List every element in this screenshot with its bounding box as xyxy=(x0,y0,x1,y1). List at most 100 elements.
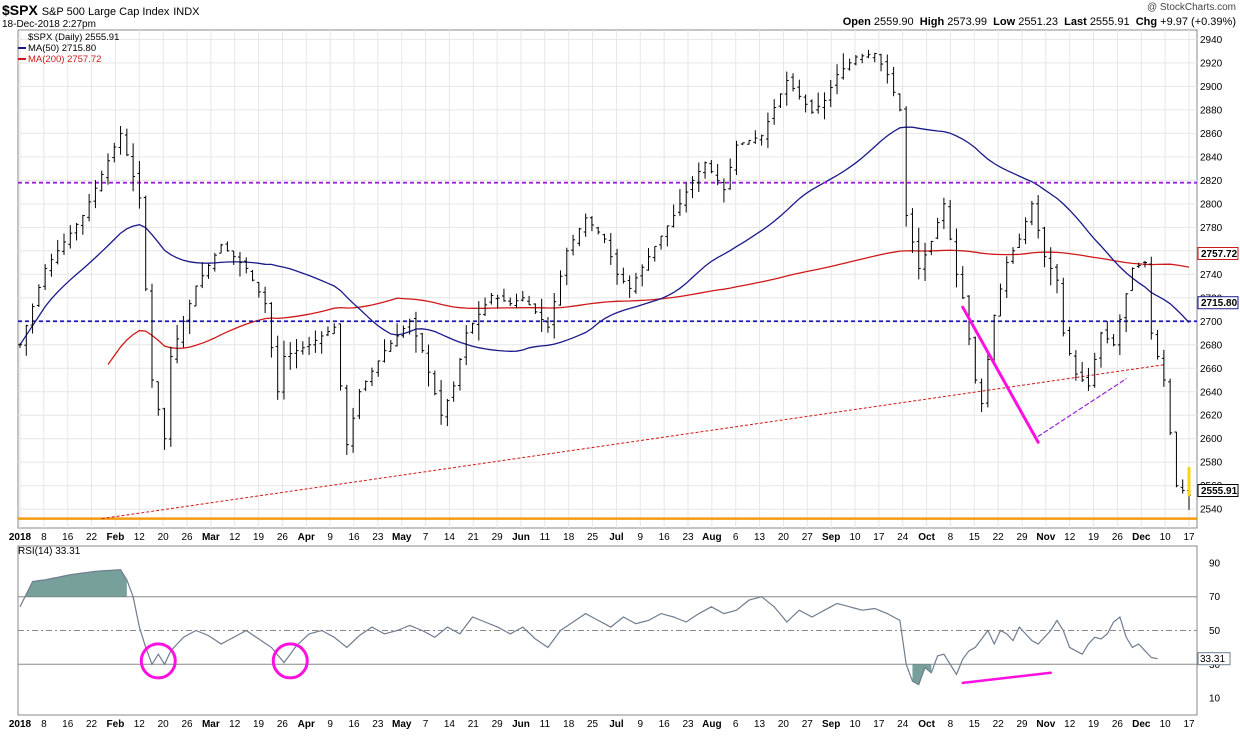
price-bar xyxy=(332,323,337,335)
price-bar xyxy=(891,66,896,97)
price-bar xyxy=(633,272,638,294)
ma200-tag-box xyxy=(1197,246,1239,260)
price-bar xyxy=(181,315,186,348)
price-bar xyxy=(985,350,990,408)
price-bar xyxy=(1055,263,1060,294)
price-bar xyxy=(1042,226,1047,268)
price-bar xyxy=(200,262,205,289)
price-bar xyxy=(193,285,198,307)
price-bar xyxy=(281,340,286,400)
price-bar xyxy=(131,143,136,192)
price-bar xyxy=(149,283,154,388)
price-bar xyxy=(1080,361,1085,383)
price-y-tick-label: 2580 xyxy=(1200,458,1223,469)
price-bar xyxy=(351,407,356,453)
price-x-tick-label: Mar xyxy=(202,532,220,543)
price-bar xyxy=(1105,321,1110,344)
price-bar xyxy=(470,322,475,334)
price-x-tick-label: 12 xyxy=(134,532,146,543)
last-label: Last xyxy=(1064,16,1087,28)
price-bar xyxy=(596,226,601,235)
price-x-tick-label: 22 xyxy=(86,532,98,543)
price-x-tick-label: 7 xyxy=(423,532,429,543)
price-bar xyxy=(885,54,890,84)
price-x-tick-label: 9 xyxy=(327,532,333,543)
price-bar xyxy=(652,245,657,262)
price-bar xyxy=(508,297,513,307)
chart-date: 18-Dec-2018 2:27pm xyxy=(2,19,96,30)
price-bar xyxy=(665,225,670,247)
price-gridlines xyxy=(18,30,1197,528)
ma200-line xyxy=(107,249,1190,365)
price-bar xyxy=(307,336,312,355)
price-bar xyxy=(369,367,374,387)
price-x-tick-label: Sep xyxy=(822,532,840,543)
price-bar xyxy=(68,225,73,249)
rsi-x-tick-label: 26 xyxy=(277,719,289,730)
rsi-divergence-line xyxy=(961,671,1052,685)
price-bar xyxy=(979,378,984,413)
rsi-x-tick-label: Oct xyxy=(918,719,935,730)
price-y-tick-label: 2880 xyxy=(1200,105,1223,116)
rsi-legend: RSI(14) 33.31 xyxy=(18,546,80,557)
price-bar xyxy=(401,325,406,338)
price-bar xyxy=(1130,267,1135,292)
price-bar xyxy=(74,222,79,241)
rsi-x-tick-label: 26 xyxy=(1112,719,1124,730)
price-x-tick-label: 19 xyxy=(1088,532,1100,543)
price-bar xyxy=(1161,349,1166,387)
rsi-y-tick-label: 10 xyxy=(1209,694,1221,705)
price-bar xyxy=(1048,247,1053,286)
index-name: S&P 500 Large Cap Index xyxy=(41,6,170,18)
price-bar xyxy=(156,381,161,416)
price-bar xyxy=(225,241,230,252)
rsi-x-tick-label: 24 xyxy=(897,719,909,730)
price-bar xyxy=(426,344,431,387)
price-bar xyxy=(684,182,689,213)
price-x-tick-label: 17 xyxy=(1183,532,1195,543)
price-bar xyxy=(747,139,752,145)
price-bar xyxy=(420,332,425,353)
price-bar xyxy=(36,284,41,308)
price-bar xyxy=(558,270,563,306)
price-bar xyxy=(376,360,381,377)
price-y-tick-label: 2740 xyxy=(1200,270,1223,281)
rsi-y-tick-label: 70 xyxy=(1209,592,1221,603)
rsi-x-tick-label: 15 xyxy=(969,719,981,730)
price-bar xyxy=(49,253,54,277)
last-price-tag-text: 2555.91 xyxy=(1201,486,1238,497)
rsi-line xyxy=(19,569,1158,686)
ohlc-bars xyxy=(18,49,1191,510)
legend-price: $SPX (Daily) 2555.91 xyxy=(18,32,119,43)
price-y-tick-label: 2920 xyxy=(1200,58,1223,69)
price-bar xyxy=(646,248,651,271)
price-bar xyxy=(162,407,167,450)
rsi-x-tick-label: 22 xyxy=(86,719,98,730)
price-bar xyxy=(288,342,293,370)
price-bar xyxy=(1073,350,1078,381)
brand-credit[interactable]: @ StockCharts.com xyxy=(1146,2,1236,13)
price-x-tick-label: 16 xyxy=(659,532,671,543)
price-bar xyxy=(112,142,117,163)
price-x-tick-label: 23 xyxy=(682,532,694,543)
price-bar xyxy=(910,208,915,253)
last-value: 2555.91 xyxy=(1089,16,1130,28)
legend-price-text: $SPX (Daily) 2555.91 xyxy=(28,32,120,43)
price-x-tick-label: 26 xyxy=(277,532,289,543)
price-x-tick-label: 12 xyxy=(229,532,241,543)
price-bar xyxy=(124,128,129,157)
price-bar xyxy=(93,180,98,209)
price-bar xyxy=(294,339,299,369)
price-bar xyxy=(275,335,280,400)
rsi-x-tick-label: 19 xyxy=(253,719,265,730)
price-bar xyxy=(728,158,733,190)
price-x-tick-label: 17 xyxy=(873,532,885,543)
price-bar xyxy=(344,384,349,455)
price-bar xyxy=(445,398,450,427)
rsi-x-tick-label: 25 xyxy=(587,719,599,730)
rsi-x-tick-label: Dec xyxy=(1132,719,1151,730)
rsi-x-tick-label: Jul xyxy=(609,719,624,730)
rsi-overbought-fill xyxy=(26,569,127,597)
rsi-x-tick-label: 16 xyxy=(62,719,74,730)
price-x-tick-label: Feb xyxy=(107,532,125,543)
